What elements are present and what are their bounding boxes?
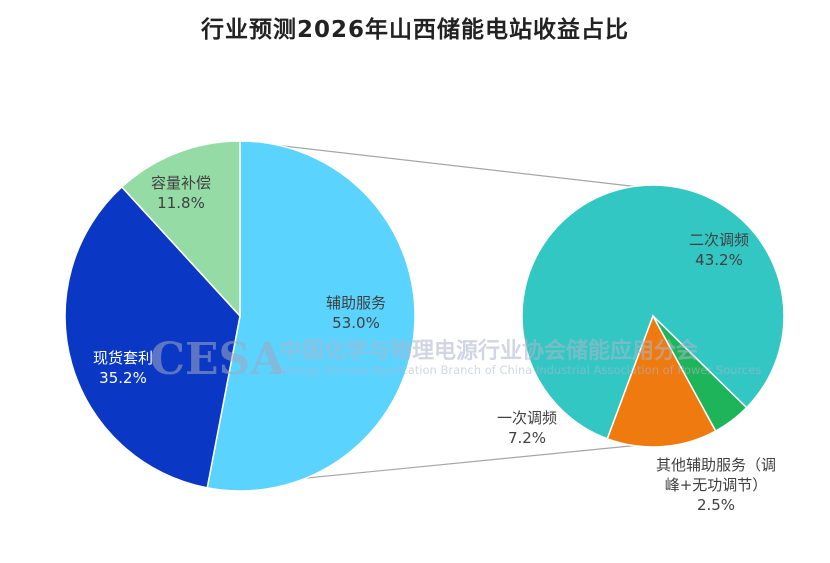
label-sub-2: 一次调频 7.2% bbox=[497, 409, 557, 447]
main-pie-slice-3 bbox=[120, 140, 241, 318]
sub-pie-slice-2 bbox=[606, 314, 717, 448]
watermark: CESA 中国化学与物理电源行业协会储能应用分会 Energy Storage … bbox=[150, 334, 761, 385]
watermark-name-en: Energy Storage Application Branch of Chi… bbox=[280, 363, 761, 377]
label-main-2: 现货套利 35.2% bbox=[93, 349, 153, 387]
watermark-logo: CESA bbox=[150, 334, 285, 385]
connector-line-top bbox=[239, 140, 636, 188]
watermark-name-cn: 中国化学与物理电源行业协会储能应用分会 bbox=[280, 338, 698, 364]
label-main-1: 辅助服务 53.0% bbox=[326, 294, 386, 332]
label-sub-3: 其他辅助服务（调峰+无功调节） 2.5% bbox=[656, 456, 776, 514]
slice-labels: 辅助服务 53.0% 现货套利 35.2% 容量补偿 11.8% 二次调频 43.2% 一次调频… bbox=[93, 174, 776, 514]
main-pie-slice-2 bbox=[64, 185, 241, 489]
main-pie-slice-1 bbox=[206, 140, 416, 492]
sub-pie bbox=[521, 184, 785, 448]
label-main-3: 容量补偿 11.8% bbox=[151, 174, 211, 212]
label-sub-1: 二次调频 43.2% bbox=[689, 231, 749, 269]
main-pie bbox=[64, 140, 416, 492]
sub-pie-slice-3 bbox=[652, 315, 748, 433]
sub-pie-slice-1 bbox=[521, 184, 785, 440]
chart-title: 行业预测2026年山西储能电站收益占比 bbox=[200, 17, 629, 43]
